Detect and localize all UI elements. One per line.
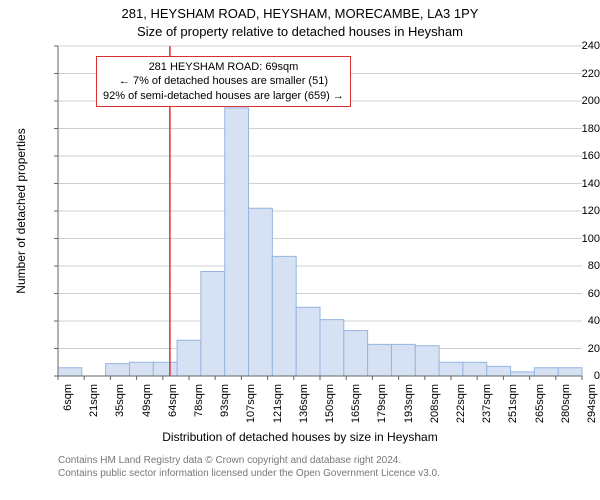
y-tick: 120 (548, 205, 600, 217)
x-tick: 237sqm (481, 384, 493, 423)
x-tick: 222sqm (455, 384, 467, 423)
x-axis-label: Distribution of detached houses by size … (0, 430, 600, 444)
x-tick: 193sqm (403, 384, 415, 423)
y-tick: 140 (548, 178, 600, 190)
x-tick: 64sqm (167, 384, 179, 417)
x-tick: 21sqm (88, 384, 100, 417)
y-tick: 80 (548, 260, 600, 272)
x-tick: 265sqm (534, 384, 546, 423)
footer-line2: Contains public sector information licen… (58, 467, 440, 480)
x-tick: 49sqm (141, 384, 153, 417)
x-tick: 150sqm (324, 384, 336, 423)
chart-container: 281, HEYSHAM ROAD, HEYSHAM, MORECAMBE, L… (0, 0, 600, 500)
y-tick: 220 (548, 68, 600, 80)
x-tick: 251sqm (507, 384, 519, 423)
x-tick: 280sqm (560, 384, 572, 423)
x-tick: 121sqm (272, 384, 284, 423)
annotation-line: 92% of semi-detached houses are larger (… (103, 89, 344, 103)
x-tick: 208sqm (429, 384, 441, 423)
x-tick: 35sqm (114, 384, 126, 417)
x-tick: 179sqm (376, 384, 388, 423)
y-tick: 180 (548, 123, 600, 135)
annotation-line: ← 7% of detached houses are smaller (51) (103, 74, 344, 88)
x-tick: 136sqm (298, 384, 310, 423)
footer-line1: Contains HM Land Registry data © Crown c… (58, 454, 440, 467)
y-tick: 60 (548, 288, 600, 300)
y-tick: 200 (548, 95, 600, 107)
annotation-line: 281 HEYSHAM ROAD: 69sqm (103, 60, 344, 74)
x-tick: 78sqm (193, 384, 205, 417)
y-tick: 240 (548, 40, 600, 52)
annotation-callout: 281 HEYSHAM ROAD: 69sqm← 7% of detached … (96, 56, 351, 107)
y-tick: 20 (548, 343, 600, 355)
x-tick: 294sqm (586, 384, 598, 423)
x-tick: 107sqm (245, 384, 257, 423)
x-tick: 165sqm (350, 384, 362, 423)
y-tick: 0 (548, 370, 600, 382)
y-tick: 100 (548, 233, 600, 245)
y-tick: 40 (548, 315, 600, 327)
y-tick: 160 (548, 150, 600, 162)
x-tick: 93sqm (219, 384, 231, 417)
x-tick: 6sqm (62, 384, 74, 411)
footer-attribution: Contains HM Land Registry data © Crown c… (58, 454, 440, 480)
